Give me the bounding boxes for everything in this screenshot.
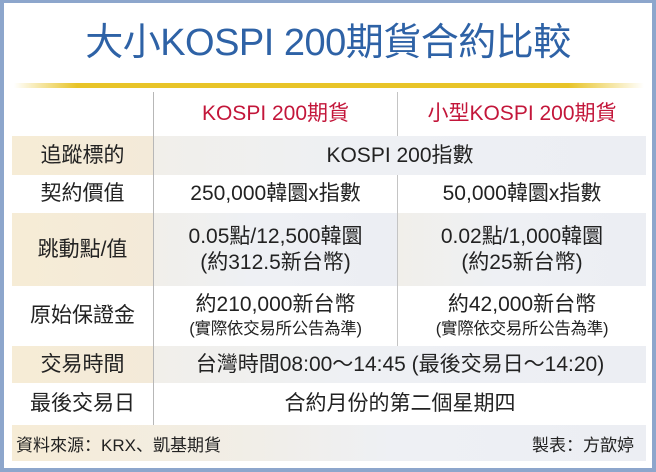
row-value-span: KOSPI 200指數 bbox=[153, 136, 646, 175]
infographic-card: 大小KOSPI 200期貨合約比較 KOSPI 200期貨 小型KOSPI 20… bbox=[4, 3, 652, 468]
row-label: 追蹤標的 bbox=[12, 136, 153, 175]
row-label: 原始保證金 bbox=[30, 304, 135, 327]
margin-note: (實際依交易所公告為準) bbox=[435, 320, 609, 338]
row-label: 最後交易日 bbox=[30, 392, 135, 415]
margin-value: 約42,000新台幣 bbox=[447, 293, 597, 316]
tick-size-value: 0.05點/12,500韓圜 bbox=[188, 224, 363, 248]
row-value-span: 合約月份的第二個星期四 bbox=[153, 383, 646, 425]
table-row-last-trading-day: 最後交易日 合約月份的第二個星期四 bbox=[12, 383, 646, 425]
table-row-underlying: 追蹤標的 KOSPI 200指數 bbox=[12, 136, 646, 175]
comparison-table: KOSPI 200期貨 小型KOSPI 200期貨 追蹤標的 KOSPI 200… bbox=[12, 92, 646, 461]
source-note: 資料來源：KRX、凱基期貨 bbox=[16, 435, 221, 455]
page-title: 大小KOSPI 200期貨合約比較 bbox=[85, 22, 571, 64]
row-value-span: 台灣時間08:00～14:45 (最後交易日～14:20) bbox=[153, 346, 646, 383]
title-divider bbox=[14, 83, 644, 88]
row-value-col1: 約210,000新台幣 (實際依交易所公告為準) bbox=[153, 286, 397, 346]
row-value-col2: 50,000韓圜x指數 bbox=[397, 175, 646, 213]
header-mini-kospi200-futures: 小型KOSPI 200期貨 bbox=[397, 92, 646, 136]
header-empty bbox=[12, 92, 153, 136]
row-label: 跳動點/值 bbox=[12, 213, 153, 286]
margin-note: (實際依交易所公告為準) bbox=[189, 320, 362, 338]
row-value-col2: 約42,000新台幣 (實際依交易所公告為準) bbox=[397, 286, 646, 346]
tick-twd-value: (約312.5新台幣) bbox=[200, 250, 351, 274]
row-value-col2: 0.02點/1,000韓圜 (約25新台幣) bbox=[397, 213, 646, 286]
row-value-col1: 0.05點/12,500韓圜 (約312.5新台幣) bbox=[153, 213, 397, 286]
row-label: 契約價值 bbox=[40, 182, 125, 205]
tick-twd-value: (約25新台幣) bbox=[461, 250, 583, 274]
table-row-tick: 跳動點/值 0.05點/12,500韓圜 (約312.5新台幣) 0.02點/1… bbox=[12, 213, 646, 286]
table-header-row: KOSPI 200期貨 小型KOSPI 200期貨 bbox=[12, 92, 646, 136]
table-footer: 資料來源：KRX、凱基期貨 製表：方歆婷 bbox=[12, 425, 646, 461]
table-row-contract-value: 契約價值 250,000韓圜x指數 50,000韓圜x指數 bbox=[12, 175, 646, 213]
table-row-initial-margin: 原始保證金 約210,000新台幣 (實際依交易所公告為準) 約42,000新台… bbox=[12, 286, 646, 346]
row-label: 交易時間 bbox=[12, 346, 153, 383]
margin-value: 約210,000新台幣 bbox=[195, 293, 356, 316]
table-row-trading-hours: 交易時間 台灣時間08:00～14:45 (最後交易日～14:20) bbox=[12, 346, 646, 383]
tick-size-value: 0.02點/1,000韓圜 bbox=[440, 224, 604, 248]
header-kospi200-futures: KOSPI 200期貨 bbox=[153, 92, 397, 136]
row-value-col1: 250,000韓圜x指數 bbox=[153, 175, 397, 213]
credit-note: 製表：方歆婷 bbox=[532, 435, 634, 455]
